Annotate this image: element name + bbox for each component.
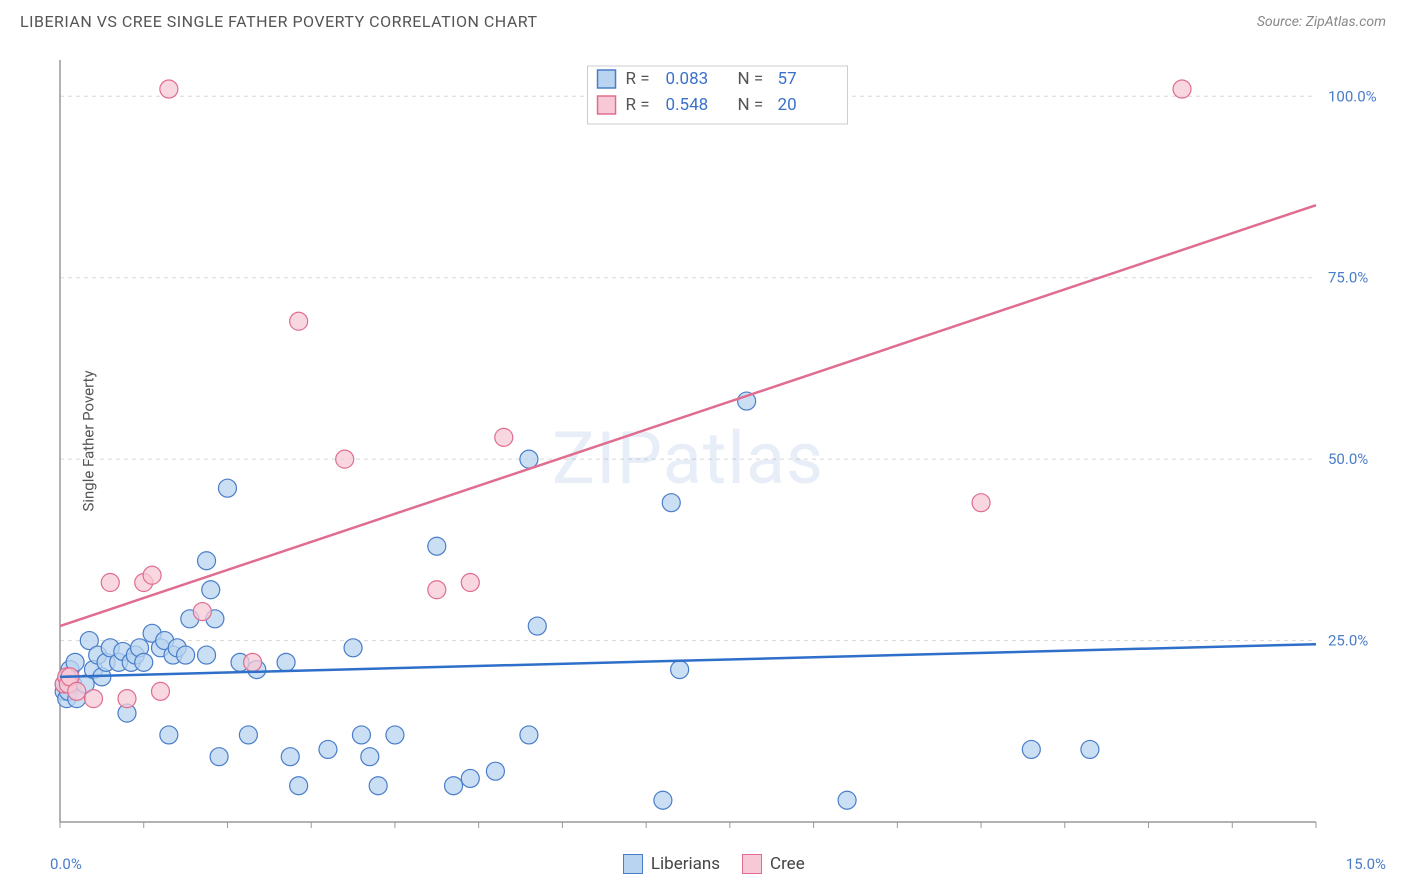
source-attribution: Source: ZipAtlas.com <box>1257 14 1386 30</box>
svg-text:N =: N = <box>738 69 764 89</box>
series-legend: Liberians Cree <box>623 854 805 874</box>
svg-text:R =: R = <box>626 69 650 89</box>
x-axis-max: 15.0% <box>1346 855 1386 873</box>
svg-text:0.083: 0.083 <box>666 69 709 89</box>
svg-text:R =: R = <box>626 95 650 115</box>
scatter-chart-svg: 25.0% 50.0% 75.0% 100.0% ZIPatlas R = 0.083 N =… <box>50 50 1386 832</box>
svg-text:N =: N = <box>738 95 764 115</box>
svg-text:100.0%: 100.0% <box>1328 87 1377 105</box>
svg-text:57: 57 <box>778 69 797 89</box>
svg-text:75.0%: 75.0% <box>1328 269 1368 287</box>
legend-item-liberians: Liberians <box>623 854 720 874</box>
svg-text:0.548: 0.548 <box>666 95 709 115</box>
svg-text:20: 20 <box>778 95 797 115</box>
svg-text:50.0%: 50.0% <box>1328 450 1368 468</box>
legend-item-cree: Cree <box>742 854 805 874</box>
chart-title: LIBERIAN VS CREE SINGLE FATHER POVERTY C… <box>20 12 538 31</box>
y-axis-label: Single Father Poverty <box>80 370 98 511</box>
legend-swatch-cree <box>742 854 762 874</box>
svg-text:25.0%: 25.0% <box>1328 632 1368 650</box>
x-axis-row: 0.0% Liberians Cree 15.0% <box>50 854 1386 874</box>
chart-area: Single Father Poverty 25.0% 50.0% 75.0% 100… <box>50 50 1386 832</box>
svg-text:ZIPatlas: ZIPatlas <box>552 416 824 501</box>
x-axis-min: 0.0% <box>50 855 82 873</box>
legend-swatch-liberians <box>623 854 643 874</box>
